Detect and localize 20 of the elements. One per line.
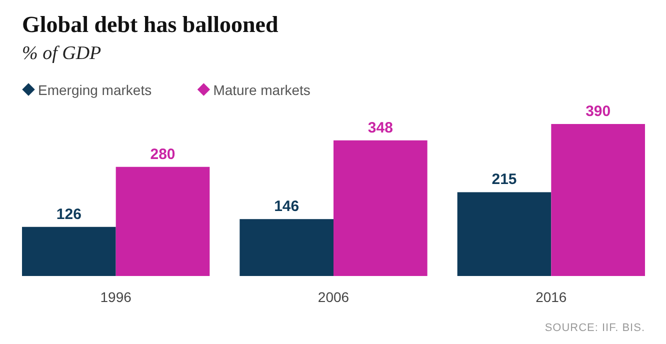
bar (551, 124, 645, 276)
bar (22, 226, 116, 276)
chart-title: Global debt has ballooned (22, 12, 278, 37)
data-label: 348 (368, 119, 393, 136)
chart-subtitle: % of GDP (22, 43, 102, 64)
data-label: 126 (56, 206, 82, 223)
bar (116, 166, 210, 276)
x-tick-label: 2016 (536, 289, 567, 305)
bar (457, 192, 552, 276)
bar (240, 219, 334, 276)
data-label: 215 (492, 171, 517, 188)
source-note: SOURCE: IIF. BIS. (544, 322, 645, 334)
x-tick-label: 2006 (318, 289, 350, 305)
data-label: 280 (150, 146, 176, 163)
data-label: 146 (274, 198, 300, 216)
bar (334, 140, 428, 276)
legend-label: Emerging markets (38, 82, 152, 98)
legend-label: Mature markets (213, 82, 310, 98)
data-label: 390 (586, 103, 611, 120)
x-tick-label: 1996 (100, 289, 132, 305)
